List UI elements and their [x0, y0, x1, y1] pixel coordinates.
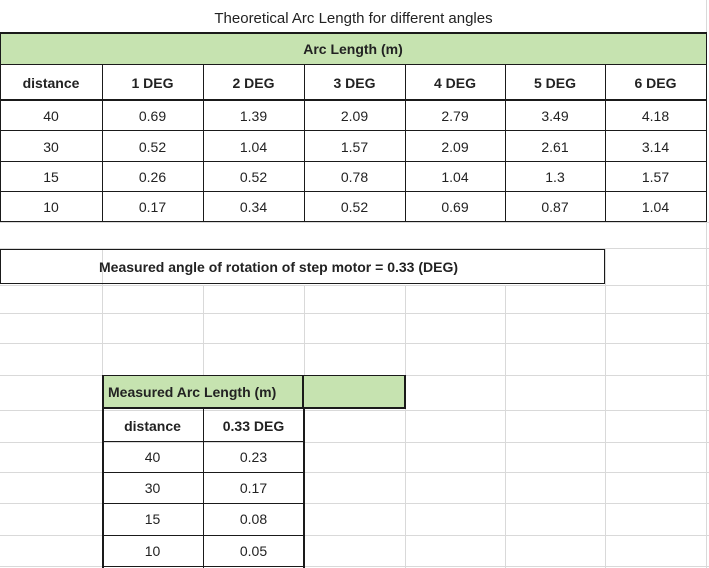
gridline — [0, 313, 709, 314]
table-border — [0, 221, 707, 222]
table-border — [102, 375, 405, 376]
table-cell: 1.04 — [641, 199, 670, 215]
column-header: 3 DEG — [333, 74, 376, 91]
table-cell: 10 — [144, 542, 161, 559]
table-cell: 2.79 — [441, 107, 469, 124]
gridline — [605, 248, 606, 568]
table-cell: 3.49 — [541, 107, 569, 124]
gridline — [0, 472, 709, 473]
table-cell: 1.39 — [239, 107, 268, 124]
gridline — [203, 285, 204, 375]
table-cell: 0.34 — [239, 199, 268, 215]
table-cell: 1.57 — [340, 138, 369, 155]
table-cell: 1.57 — [641, 169, 670, 185]
table-cell: 0.52 — [340, 199, 369, 215]
measured-angle-note: Measured angle of rotation of step motor… — [0, 249, 605, 284]
table-cell: 30 — [144, 479, 161, 496]
table-border — [404, 375, 406, 409]
table-cell: 0.69 — [441, 199, 469, 215]
table-border — [102, 407, 405, 409]
column-header: 1 DEG — [131, 74, 174, 91]
gridline — [0, 222, 709, 223]
gridline — [0, 566, 709, 567]
table-cell: 0.17 — [138, 199, 167, 215]
table-cell: 0.23 — [239, 449, 268, 465]
table-border — [0, 32, 707, 34]
table-border — [302, 376, 304, 408]
table-cell: 40 — [43, 107, 59, 124]
table-cell: 0.17 — [239, 479, 268, 496]
table-border — [0, 64, 707, 65]
table-border — [0, 99, 707, 101]
gridline — [0, 442, 709, 443]
gridline — [405, 285, 406, 568]
table-cell: 3.14 — [641, 138, 670, 155]
gridline — [0, 248, 709, 249]
table-cell: 10 — [43, 199, 59, 215]
table-cell: 2.09 — [441, 138, 469, 155]
gridline — [505, 285, 506, 568]
table-cell: 0.52 — [138, 138, 167, 155]
table-cell: 0.26 — [138, 169, 167, 185]
column-header: 0.33 DEG — [222, 418, 285, 434]
table-border — [304, 65, 305, 222]
column-header: distance — [22, 74, 80, 91]
table-cell: 0.05 — [239, 542, 268, 559]
column-header: 6 DEG — [634, 74, 677, 91]
gridline — [0, 343, 709, 344]
gridline — [0, 503, 709, 504]
table-cell: 0.52 — [239, 169, 268, 185]
table-border — [102, 65, 103, 222]
table-border — [0, 191, 707, 192]
gridline — [0, 285, 709, 286]
table-cell: 0.69 — [138, 107, 167, 124]
table-cell: 1.04 — [239, 138, 268, 155]
table-title: Theoretical Arc Length for different ang… — [214, 9, 493, 27]
table-border — [203, 409, 204, 568]
table-border — [303, 409, 305, 568]
table-cell: 0.87 — [541, 199, 569, 215]
table-border — [706, 32, 707, 222]
table-border — [0, 32, 1, 222]
gridline — [0, 535, 709, 536]
column-header: 2 DEG — [232, 74, 275, 91]
table-cell: 2.61 — [541, 138, 569, 155]
table-cell: 4.18 — [641, 107, 670, 124]
table-cell: 40 — [144, 449, 161, 465]
gridline — [0, 410, 709, 411]
table-cell: 15 — [43, 169, 59, 185]
table-border — [0, 161, 707, 162]
table-border — [405, 65, 406, 222]
table-cell: 1.3 — [545, 169, 565, 185]
column-header: 5 DEG — [533, 74, 576, 91]
table-cell: 1.04 — [441, 169, 469, 185]
table-cell: 0.08 — [239, 511, 268, 527]
table-border — [102, 375, 104, 568]
green-blank-cell — [304, 376, 405, 407]
measured-table-title: Measured Arc Length (m) — [102, 376, 304, 407]
table-cell: 0.78 — [340, 169, 369, 185]
table-cell: 30 — [43, 138, 59, 155]
column-header: distance — [124, 418, 181, 434]
table-cell: 2.09 — [340, 107, 369, 124]
gridline — [706, 0, 707, 568]
column-header: 4 DEG — [433, 74, 476, 91]
table-cell: 15 — [144, 511, 161, 527]
table-border — [605, 65, 606, 222]
arc-length-header: Arc Length (m) — [0, 32, 706, 65]
table-border — [203, 65, 204, 222]
table-border — [505, 65, 506, 222]
table-border — [0, 130, 707, 131]
